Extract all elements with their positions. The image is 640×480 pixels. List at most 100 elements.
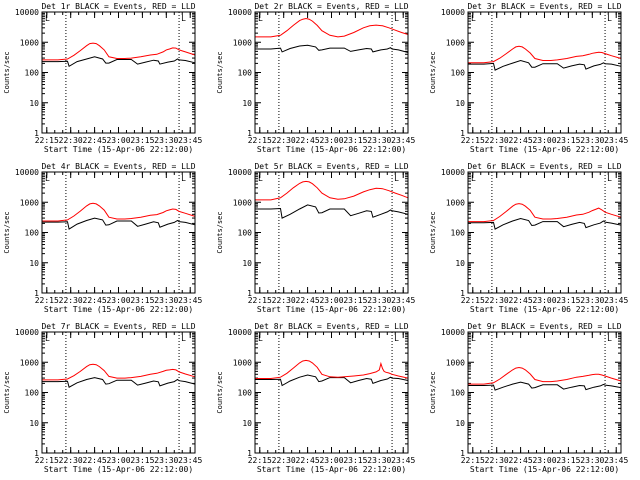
y-tick-label: 10000 <box>441 168 465 177</box>
x-tick-label: 23:45 <box>391 136 415 145</box>
y-tick-label: 1000 <box>446 198 465 207</box>
y-tick-label: 1 <box>34 129 39 138</box>
series-events-line <box>468 217 622 230</box>
x-tick-label: 22:30 <box>272 456 296 465</box>
detector-panel-8: Det 8r BLACK = Events, RED = LLD 1 10 100 10… <box>216 322 415 474</box>
detector-panel-5: Det 5r BLACK = Events, RED = LLD 1 10 100 10… <box>216 162 415 314</box>
x-axis-label: Start Time (15-Apr-06 22:12:00) <box>44 465 193 474</box>
x-axis-label: Start Time (15-Apr-06 22:12:00) <box>257 305 406 314</box>
x-axis-label: Start Time (15-Apr-06 22:12:00) <box>44 305 193 314</box>
series-lld-line <box>255 180 409 201</box>
y-axis-label: Counts/sec <box>216 371 224 413</box>
x-tick-label: 23:00 <box>532 456 556 465</box>
x-tick-label: 23:15 <box>130 296 154 305</box>
panel-title: Det 4r BLACK = Events, RED = LLD <box>41 162 195 171</box>
y-tick-label: 10000 <box>441 8 465 17</box>
series-lld-line <box>468 366 622 385</box>
x-tick-label: 22:45 <box>296 296 320 305</box>
corner-mark-left: L <box>45 14 50 23</box>
x-tick-label: 23:15 <box>556 456 580 465</box>
plot-frame <box>467 171 622 294</box>
x-axis-label: Start Time (15-Apr-06 22:12:00) <box>470 305 619 314</box>
x-tick-label: 23:45 <box>604 296 628 305</box>
y-tick-label: 1000 <box>233 38 252 47</box>
y-tick-label: 10000 <box>228 8 252 17</box>
corner-mark-left: L <box>258 334 263 343</box>
x-tick-label: 22:30 <box>272 136 296 145</box>
y-tick-label: 100 <box>451 389 466 398</box>
panel-title: Det 3r BLACK = Events, RED = LLD <box>467 2 621 11</box>
y-tick-label: 10000 <box>15 328 39 337</box>
corner-mark-right: L <box>607 334 612 343</box>
x-tick-label: 22:15 <box>461 456 485 465</box>
x-tick-label: 23:30 <box>367 296 391 305</box>
series-events-line <box>255 204 409 219</box>
plot-frame <box>41 11 196 134</box>
y-axis-label: Counts/sec <box>429 51 437 93</box>
series-events-line <box>468 381 622 391</box>
detector-panel-9: Det 9r BLACK = Events, RED = LLD 1 10 100 10… <box>429 322 628 474</box>
x-tick-label: 23:15 <box>343 136 367 145</box>
x-tick-label: 23:00 <box>319 296 343 305</box>
y-tick-label: 100 <box>451 229 466 238</box>
x-tick-label: 23:00 <box>319 136 343 145</box>
y-tick-label: 10 <box>455 419 465 428</box>
y-axis-label: Counts/sec <box>429 371 437 413</box>
x-tick-label: 22:15 <box>35 456 59 465</box>
detector-panel-2: Det 2r BLACK = Events, RED = LLD 1 10 100 10… <box>216 2 415 154</box>
y-tick-label: 10000 <box>15 168 39 177</box>
series-events-line <box>468 59 622 71</box>
y-tick-label: 100 <box>25 229 40 238</box>
y-tick-label: 1000 <box>233 358 252 367</box>
detector-panel-1: Det 1r BLACK = Events, RED = LLD 1 10 100 10… <box>3 2 202 154</box>
panel-title: Det 7r BLACK = Events, RED = LLD <box>41 322 195 331</box>
x-tick-label: 23:45 <box>178 136 202 145</box>
y-tick-label: 1000 <box>20 358 39 367</box>
y-tick-label: 1000 <box>20 38 39 47</box>
x-tick-label: 22:30 <box>272 296 296 305</box>
y-tick-label: 1000 <box>446 38 465 47</box>
y-tick-label: 1 <box>247 129 252 138</box>
x-axis-label: Start Time (15-Apr-06 22:12:00) <box>470 465 619 474</box>
x-tick-label: 23:30 <box>367 456 391 465</box>
x-tick-label: 22:15 <box>248 456 272 465</box>
x-axis-label: Start Time (15-Apr-06 22:12:00) <box>44 145 193 154</box>
y-tick-label: 10 <box>242 259 252 268</box>
y-tick-label: 100 <box>25 389 40 398</box>
y-tick-label: 10000 <box>228 328 252 337</box>
panel-title: Det 6r BLACK = Events, RED = LLD <box>467 162 621 171</box>
panel-title: Det 5r BLACK = Events, RED = LLD <box>254 162 408 171</box>
x-tick-label: 23:15 <box>556 296 580 305</box>
y-tick-label: 1 <box>34 449 39 458</box>
x-tick-label: 22:30 <box>59 296 83 305</box>
x-tick-label: 22:30 <box>485 136 509 145</box>
y-axis-label: Counts/sec <box>3 51 11 93</box>
y-tick-label: 1 <box>460 289 465 298</box>
x-tick-label: 23:00 <box>106 136 130 145</box>
corner-mark-right: L <box>394 14 399 23</box>
series-lld-line <box>42 202 196 222</box>
plot-frame <box>467 11 622 134</box>
x-tick-label: 22:15 <box>35 136 59 145</box>
x-tick-label: 23:30 <box>154 296 178 305</box>
series-lld-line <box>468 45 622 64</box>
y-tick-label: 10000 <box>441 328 465 337</box>
corner-mark-left: L <box>45 174 50 183</box>
series-lld-line <box>42 42 196 61</box>
y-axis-label: Counts/sec <box>429 211 437 253</box>
y-tick-label: 10 <box>242 419 252 428</box>
x-tick-label: 23:15 <box>343 456 367 465</box>
x-tick-label: 22:45 <box>509 296 533 305</box>
x-tick-label: 23:30 <box>367 136 391 145</box>
series-events-line <box>42 56 196 68</box>
x-axis-label: Start Time (15-Apr-06 22:12:00) <box>257 145 406 154</box>
y-tick-label: 1 <box>247 449 252 458</box>
x-axis-label: Start Time (15-Apr-06 22:12:00) <box>257 465 406 474</box>
x-tick-label: 22:45 <box>83 296 107 305</box>
y-tick-label: 100 <box>238 389 253 398</box>
y-tick-label: 10 <box>29 99 39 108</box>
corner-mark-left: L <box>258 14 263 23</box>
x-tick-label: 22:45 <box>296 136 320 145</box>
detector-panel-6: Det 6r BLACK = Events, RED = LLD 1 10 100 10… <box>429 162 628 314</box>
